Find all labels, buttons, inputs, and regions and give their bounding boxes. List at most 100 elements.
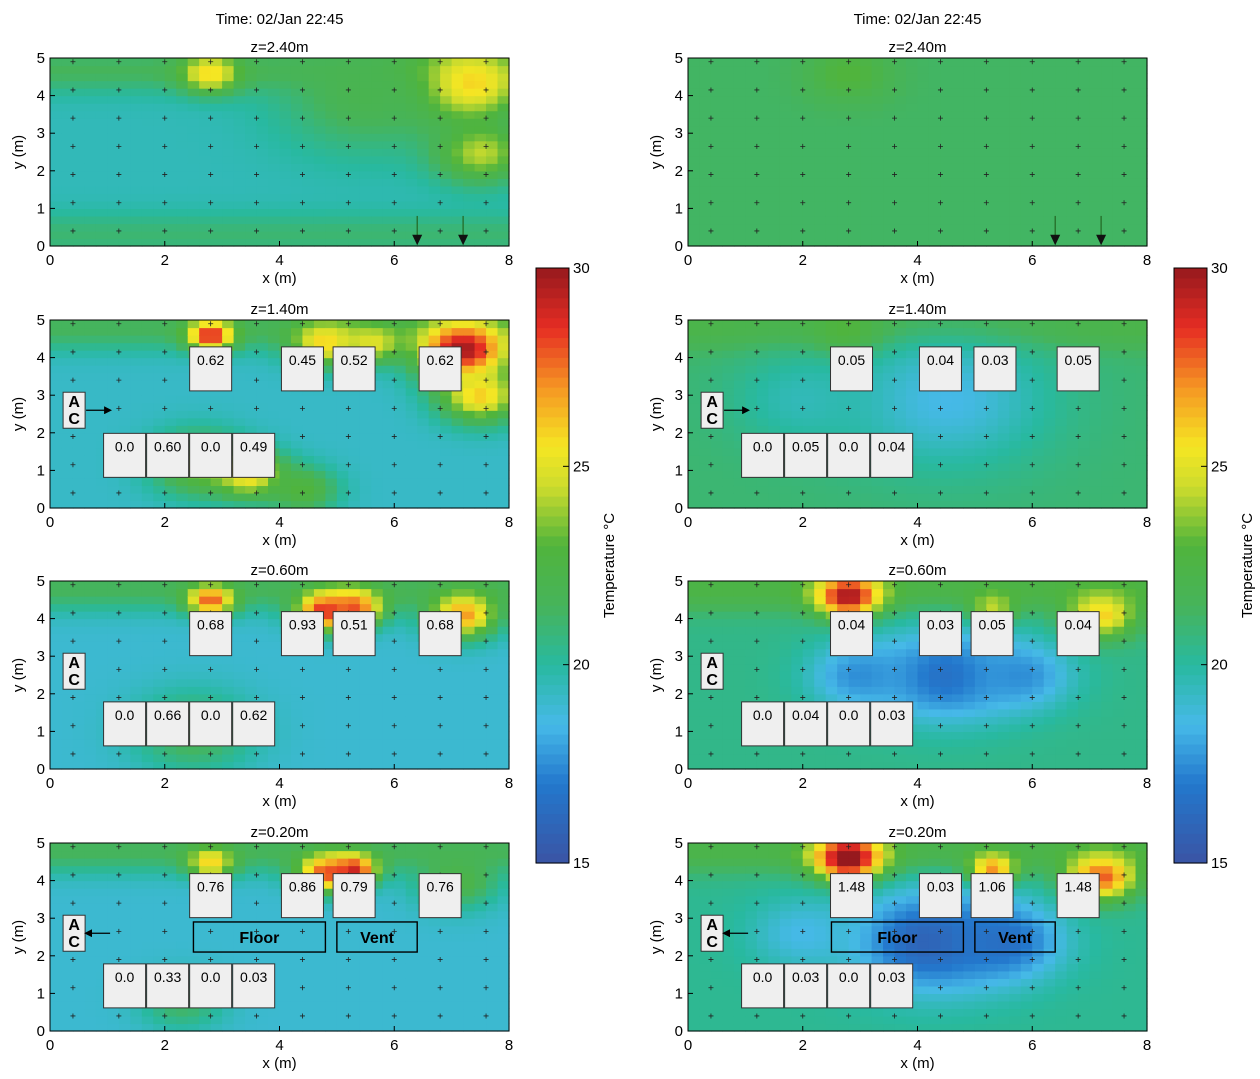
- heat-cell: [256, 80, 269, 89]
- heat-cell: [72, 596, 86, 605]
- heat-cell: [486, 963, 499, 972]
- heat-cell: [302, 656, 315, 665]
- colorbar-segment: [536, 843, 569, 854]
- heat-cell: [164, 73, 177, 82]
- heat-cell: [61, 447, 74, 456]
- heat-cell: [164, 230, 177, 240]
- heat-cell: [497, 432, 510, 441]
- heat-cell: [233, 88, 246, 97]
- heat-cell: [451, 402, 464, 411]
- heat-cell: [245, 365, 258, 374]
- grid-marker: [391, 321, 397, 327]
- grid-marker: [116, 115, 122, 121]
- heat-cell: [130, 327, 143, 336]
- heat-cell: [72, 350, 86, 359]
- heat-cell: [497, 462, 510, 471]
- heat-cell: [497, 648, 510, 657]
- heat-cell: [394, 873, 407, 882]
- heat-cell: [359, 73, 372, 82]
- heat-cell: [302, 65, 315, 74]
- heat-cell: [118, 170, 131, 179]
- heat-cell: [256, 663, 269, 672]
- heat-cell: [256, 581, 269, 590]
- grid-marker: [162, 751, 168, 757]
- grid-marker: [162, 666, 168, 672]
- heat-cell: [710, 238, 724, 247]
- heat-cell: [268, 133, 281, 142]
- grid-marker: [299, 405, 305, 411]
- heat-cell: [463, 470, 476, 479]
- heat-cell: [268, 193, 281, 202]
- heat-cell: [359, 865, 372, 874]
- heat-cell: [394, 125, 407, 134]
- heat-cell: [325, 955, 338, 964]
- heat-cell: [837, 200, 850, 209]
- heat-cell: [222, 1023, 235, 1032]
- heat-cell: [440, 656, 453, 665]
- heat-cell: [187, 320, 200, 329]
- heat-cell: [394, 701, 407, 710]
- grid-marker: [345, 172, 351, 178]
- heat-cell: [84, 65, 97, 74]
- y-tick-label: 4: [37, 350, 45, 367]
- z-level-label: z=1.40m: [251, 301, 309, 318]
- heat-cell: [394, 65, 407, 74]
- grid-marker: [345, 462, 351, 468]
- heat-cell: [302, 387, 315, 396]
- heat-cell: [256, 357, 269, 366]
- heat-cell: [61, 215, 74, 225]
- heat-cell: [382, 402, 395, 411]
- heat-cell: [233, 223, 246, 232]
- heat-cell: [84, 618, 97, 627]
- heat-cell: [118, 648, 131, 657]
- heat-cell: [268, 648, 281, 657]
- heat-cell: [130, 910, 143, 919]
- heat-cell: [417, 500, 430, 509]
- heat-cell: [95, 440, 108, 449]
- heat-cell: [153, 686, 166, 695]
- heat-cell: [486, 335, 499, 344]
- heat-cell: [791, 200, 804, 209]
- heat-cell: [199, 850, 212, 859]
- heat-cell: [153, 933, 166, 942]
- heat-cell: [141, 342, 154, 351]
- heat-cell: [405, 477, 418, 487]
- heat-cell: [107, 500, 120, 509]
- heat-cell: [279, 470, 292, 479]
- heat-cell: [336, 215, 349, 225]
- heat-cell: [497, 903, 510, 912]
- colorbar-segment: [536, 287, 569, 299]
- z-level-label: z=0.20m: [251, 824, 309, 841]
- heat-cell: [290, 850, 304, 859]
- heat-cell: [268, 395, 281, 404]
- grid-marker: [162, 228, 168, 234]
- heat-cell: [382, 738, 395, 748]
- heat-cell: [451, 686, 464, 695]
- heat-cell: [279, 970, 292, 979]
- heat-cell: [95, 1023, 108, 1032]
- heat-cell: [382, 888, 395, 897]
- sensor-box: 0.62: [418, 346, 462, 392]
- heat-cell: [417, 103, 430, 112]
- heat-cell: [474, 603, 487, 612]
- heat-cell: [486, 327, 499, 336]
- grid-marker: [162, 957, 168, 963]
- heat-cell: [451, 671, 464, 680]
- y-tick-label: 5: [37, 312, 45, 329]
- grid-marker: [483, 200, 489, 206]
- heat-cell: [359, 858, 372, 867]
- heat-cell: [153, 178, 166, 187]
- heat-cell: [279, 103, 292, 112]
- heat-cell: [486, 948, 499, 957]
- heat-cell: [245, 200, 258, 209]
- heat-cell: [290, 477, 304, 487]
- heat-cell: [474, 895, 487, 904]
- heat-cell: [405, 678, 418, 687]
- colorbar-segment: [536, 416, 569, 428]
- heat-cell: [95, 641, 108, 650]
- heat-cell: [72, 1015, 86, 1025]
- heat-cell: [256, 596, 269, 605]
- heat-cell: [50, 223, 63, 232]
- heat-cell: [474, 581, 487, 590]
- heat-cell: [164, 903, 177, 912]
